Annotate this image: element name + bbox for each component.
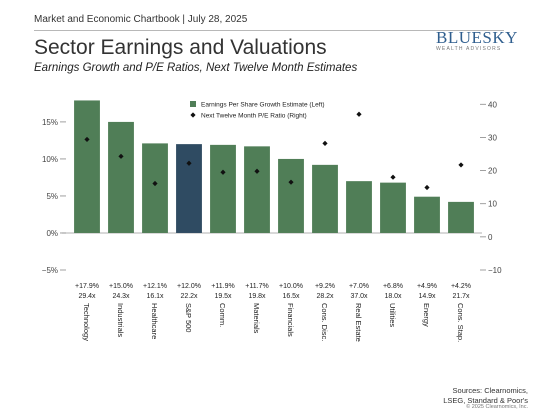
category-label: Materials [252,303,261,334]
brand-logo: BLUESKY WEALTH ADVISORS [436,28,536,52]
page-title: Sector Earnings and Valuations [34,36,327,59]
pe-marker [118,153,124,159]
bar [244,146,270,233]
pe-data-label: 16.5x [282,293,300,300]
category-label: S&P 500 [184,303,193,332]
bar [346,181,372,233]
growth-data-label: +11.7% [245,283,268,290]
logo-tagline: WEALTH ADVISORS [436,46,502,52]
bar [380,182,406,233]
bar [142,143,168,233]
pe-data-label: 14.9x [418,293,436,300]
sources-line-1: Sources: Clearnomics, [452,386,528,395]
growth-data-label: +17.9% [75,283,99,290]
legend-label-pe: Next Twelve Month P/E Ratio (Right) [201,113,307,120]
growth-data-label: +12.0% [177,283,201,290]
sources-line-2: LSEG, Standard & Poor's [443,396,528,405]
pe-marker [356,111,362,117]
category-label: Industrials [116,303,125,337]
pe-data-label: 19.5x [214,293,232,300]
bar [108,121,134,233]
category-label: Utilities [388,303,397,327]
legend-label-eps: Earnings Per Share Growth Estimate (Left… [201,102,325,109]
copyright: © 2025 Clearnomics, Inc. [466,404,528,410]
bar [448,201,474,233]
bar [414,196,440,233]
pe-marker [322,140,328,146]
category-label: Cons. Disc. [320,303,329,341]
category-label: Energy [422,303,431,327]
bar [176,144,202,233]
pe-marker [220,169,226,175]
left-axis-tick-label: 5% [46,192,58,201]
right-axis-tick-label: 10 [488,200,497,209]
category-label: Financials [286,303,295,337]
pe-marker [390,174,396,180]
bar [278,158,304,233]
category-label: Healthcare [150,303,159,339]
header-text: Market and Economic Chartbook | July 28,… [34,14,248,25]
right-axis-tick-label: 30 [488,133,497,142]
growth-data-label: +15.0% [109,283,133,290]
growth-data-label: +12.1% [143,283,167,290]
legend-swatch-marker [190,112,196,118]
pe-marker [458,162,464,168]
pe-marker [152,180,158,187]
right-axis-tick-label: 40 [488,100,497,109]
pe-data-label: 22.2x [180,293,198,300]
growth-data-label: +4.9% [417,283,437,290]
pe-marker [424,184,430,191]
growth-data-label: +11.9% [211,283,234,290]
left-axis-tick-label: −5% [42,266,58,275]
left-axis-tick-label: 10% [42,155,58,164]
logo-wordmark: BLUESKY [436,28,518,47]
pe-marker [84,136,90,143]
category-label: Cons. Stap. [456,303,465,342]
growth-data-label: +6.8% [383,283,403,290]
growth-data-label: +4.2% [451,283,471,290]
pe-data-label: 28.2x [316,293,334,300]
left-axis-tick-label: 0% [46,229,58,238]
pe-data-label: 29.4x [78,293,96,300]
pe-data-label: 37.0x [350,293,368,300]
legend-swatch-bar [190,101,196,107]
category-label: Real Estate [354,303,363,342]
pe-data-label: 18.0x [384,293,402,300]
growth-data-label: +10.0% [279,283,303,290]
bar [312,164,338,233]
left-axis-tick-label: 15% [42,118,58,127]
pe-data-label: 19.8x [248,293,266,300]
growth-data-label: +7.0% [349,283,369,290]
pe-marker [254,168,260,174]
growth-data-label: +9.2% [315,283,335,290]
right-axis-tick-label: −10 [488,266,502,275]
bar [210,144,236,233]
category-label: Comm. [218,303,227,327]
right-axis-tick-label: 20 [488,167,497,176]
page-subtitle: Earnings Growth and P/E Ratios, Next Twe… [34,62,358,74]
pe-marker [186,160,192,166]
sources-note: Sources: Clearnomics, LSEG, Standard & P… [443,386,528,406]
pe-marker [288,179,294,185]
right-axis-tick-label: 0 [488,233,493,242]
pe-data-label: 24.3x [112,293,130,300]
category-label: Technology [82,303,91,341]
header-rule [34,12,504,31]
pe-data-label: 21.7x [452,293,470,300]
pe-data-label: 16.1x [146,293,164,300]
bar [74,100,100,233]
